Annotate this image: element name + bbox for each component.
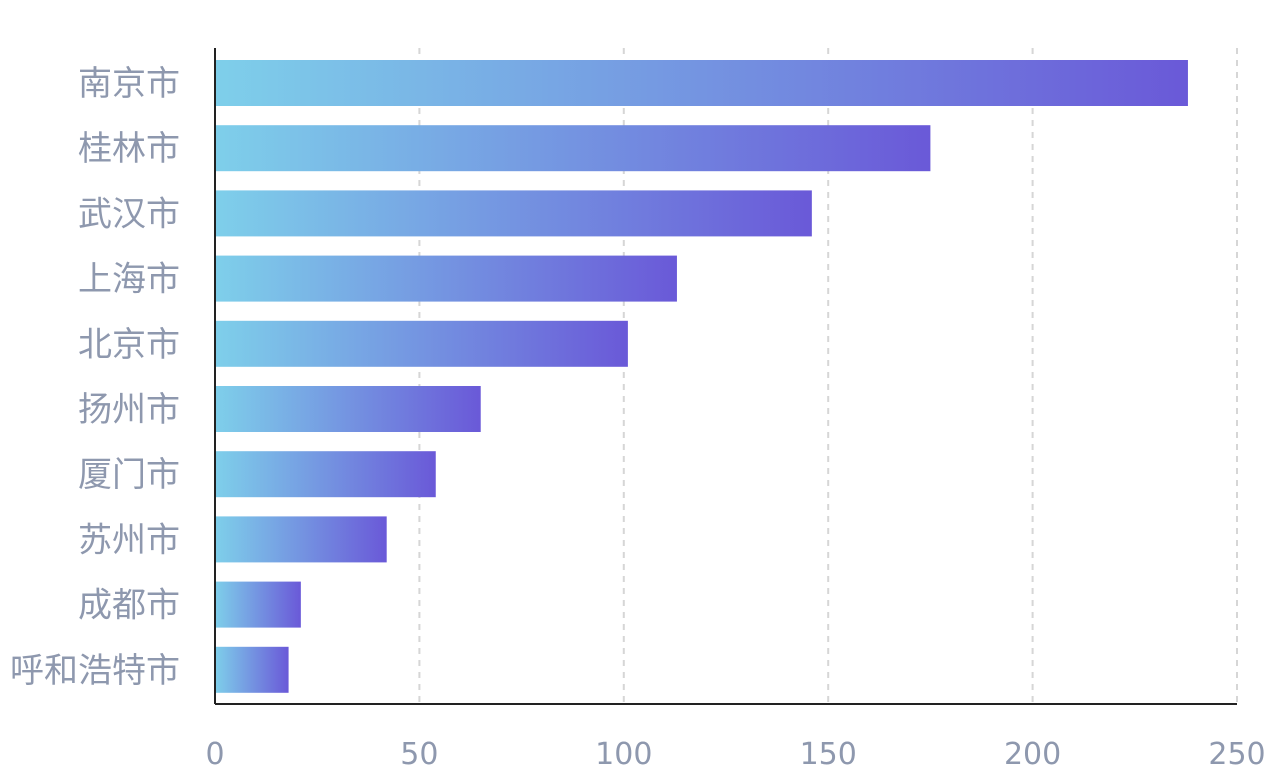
bar — [215, 516, 387, 563]
category-label: 桂林市 — [78, 129, 180, 169]
category-label: 武汉市 — [78, 194, 180, 234]
bar — [215, 125, 931, 172]
bar — [215, 386, 481, 432]
x-tick-label: 100 — [595, 737, 652, 772]
category-label: 厦门市 — [78, 455, 180, 495]
bar — [215, 581, 301, 628]
x-tick-labels: 0 50 100 150 200 250 — [205, 737, 1265, 772]
bar — [215, 190, 812, 237]
x-tick-label: 150 — [800, 737, 857, 772]
bar — [215, 320, 628, 367]
category-label: 苏州市 — [78, 520, 180, 560]
bar — [215, 451, 436, 498]
bar — [215, 60, 1188, 106]
x-tick-label: 250 — [1208, 737, 1265, 772]
category-label: 扬州市 — [78, 390, 180, 430]
x-tick-label: 200 — [1004, 737, 1061, 772]
category-label: 上海市 — [78, 260, 180, 300]
category-label: 成都市 — [78, 586, 180, 626]
x-tick-label: 50 — [400, 737, 438, 772]
bars — [215, 60, 1188, 693]
bar — [215, 646, 289, 693]
category-label: 呼和浩特市 — [10, 651, 180, 691]
axes — [214, 48, 1237, 705]
bar — [215, 255, 677, 302]
category-label: 北京市 — [78, 325, 180, 365]
category-label: 南京市 — [78, 64, 180, 104]
x-tick-label: 0 — [205, 737, 224, 772]
